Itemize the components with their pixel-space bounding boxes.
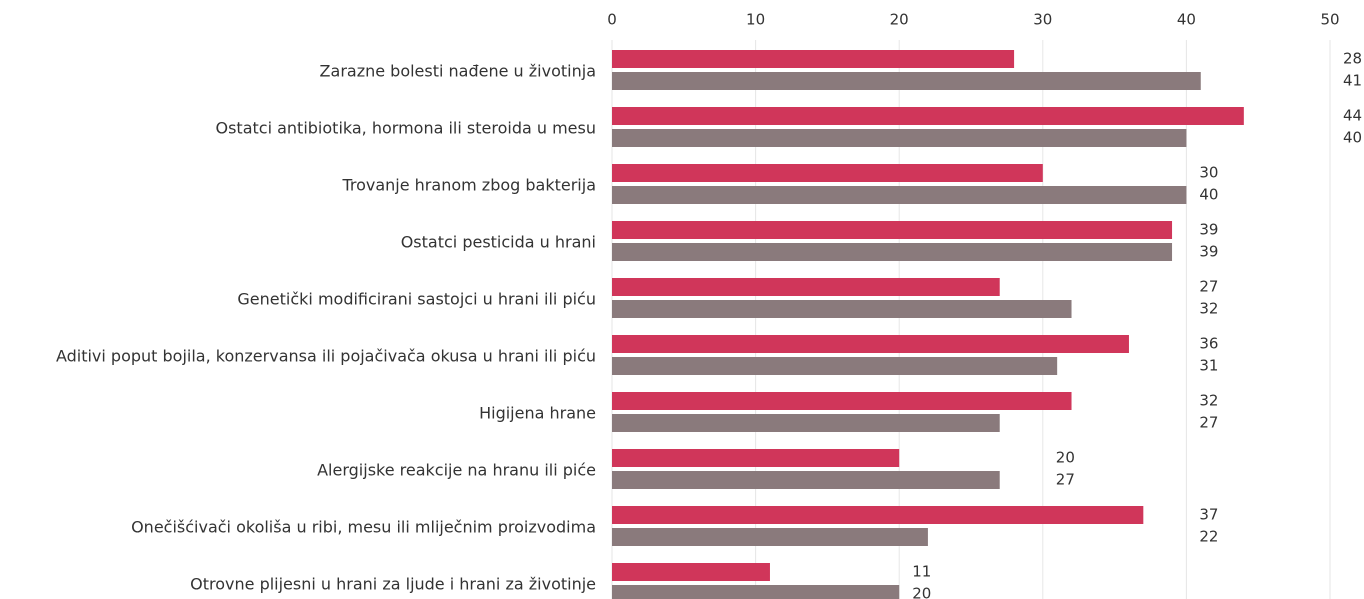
category-label: Aditivi poput bojila, konzervansa ili po… [56, 347, 596, 366]
bar [612, 471, 1000, 489]
value-label: 22 [1199, 528, 1218, 546]
value-label: 27 [1056, 471, 1075, 489]
value-label: 32 [1199, 392, 1218, 410]
value-label: 40 [1343, 129, 1362, 147]
value-label: 11 [912, 563, 931, 581]
x-tick-label: 20 [890, 11, 909, 29]
value-label: 39 [1199, 221, 1218, 239]
category-label: Onečišćivači okoliša u ribi, mesu ili ml… [131, 518, 596, 537]
value-label: 28 [1343, 50, 1362, 68]
category-label: Ostatci antibiotika, hormona ili steroid… [216, 119, 597, 138]
category-label: Ostatci pesticida u hrani [401, 233, 596, 252]
value-label: 37 [1199, 506, 1218, 524]
bar [612, 335, 1129, 353]
value-label: 41 [1343, 72, 1362, 90]
category-label: Genetički modificirani sastojci u hrani … [237, 290, 596, 309]
x-tick-label: 0 [607, 11, 617, 29]
bar [612, 243, 1173, 261]
bar [612, 392, 1072, 410]
category-label: Zarazne bolesti nađene u životinja [320, 62, 596, 81]
x-tick-label: 30 [1033, 11, 1052, 29]
bar [612, 449, 900, 467]
x-tick-label: 40 [1177, 11, 1196, 29]
bar [612, 528, 928, 546]
value-label: 31 [1199, 357, 1218, 375]
bar [612, 164, 1043, 182]
value-label: 27 [1199, 278, 1218, 296]
bar [612, 585, 900, 599]
bar [612, 300, 1072, 318]
category-label: Otrovne plijesni u hrani za ljude i hran… [190, 575, 596, 594]
value-label: 20 [1056, 449, 1075, 467]
category-label: Alergijske reakcije na hranu ili piće [317, 461, 596, 480]
bar [612, 563, 770, 581]
value-label: 20 [912, 585, 931, 599]
bar [612, 186, 1187, 204]
category-label: Higijena hrane [479, 404, 596, 423]
value-label: 32 [1199, 300, 1218, 318]
value-label: 36 [1199, 335, 1218, 353]
bar [612, 414, 1000, 432]
value-label: 27 [1199, 414, 1218, 432]
value-label: 40 [1199, 186, 1218, 204]
x-tick-label: 50 [1320, 11, 1339, 29]
bar [612, 506, 1144, 524]
bar [612, 357, 1058, 375]
x-tick-label: 10 [746, 11, 765, 29]
bar [612, 50, 1015, 68]
bar [612, 72, 1201, 90]
bar [612, 221, 1173, 239]
bar [612, 107, 1244, 125]
bar [612, 129, 1187, 147]
value-label: 39 [1199, 243, 1218, 261]
value-label: 30 [1199, 164, 1218, 182]
bar [612, 278, 1000, 296]
category-label: Trovanje hranom zbog bakterija [341, 176, 596, 195]
value-label: 44 [1343, 107, 1362, 125]
